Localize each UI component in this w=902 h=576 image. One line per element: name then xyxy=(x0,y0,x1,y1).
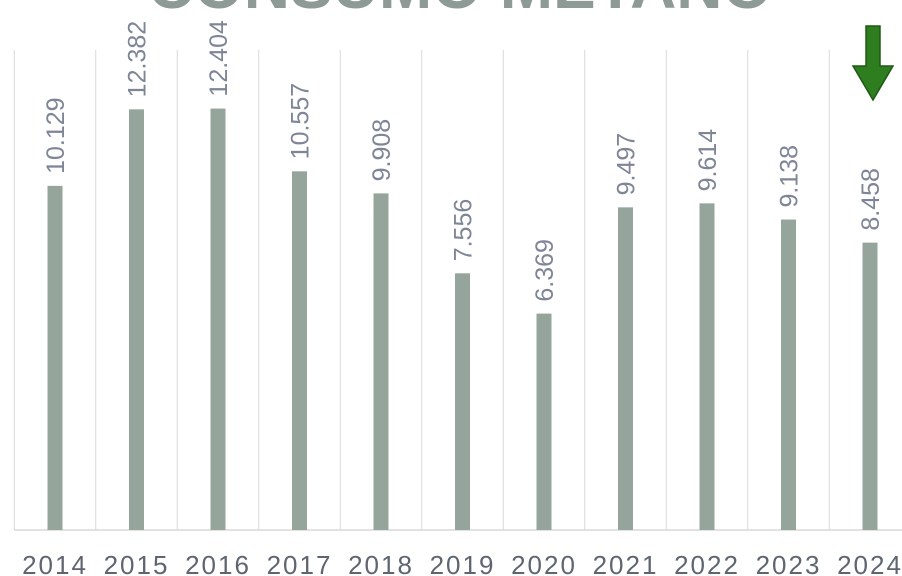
value-label: 10.129 xyxy=(42,97,70,173)
chart-title: CONSUMO METANO xyxy=(148,0,773,22)
x-tick-label: 2021 xyxy=(593,550,659,576)
value-label: 12.382 xyxy=(124,21,152,97)
value-label: 9.908 xyxy=(368,119,396,182)
x-tick-label: 2019 xyxy=(430,550,496,576)
x-tick-label: 2014 xyxy=(22,550,88,576)
bar xyxy=(536,313,552,530)
x-tick-label: 2016 xyxy=(185,550,251,576)
value-label: 6.369 xyxy=(531,239,559,302)
value-label: 12.404 xyxy=(205,20,233,97)
x-tick-label: 2020 xyxy=(511,550,577,576)
x-tick-label: 2015 xyxy=(104,550,170,576)
value-label: 10.557 xyxy=(287,83,315,159)
x-tick-label: 2024 xyxy=(837,550,902,576)
bar xyxy=(781,219,796,531)
bar xyxy=(47,185,63,530)
bar xyxy=(618,207,633,530)
value-label: 9.138 xyxy=(776,145,804,208)
bar xyxy=(373,193,389,530)
trend-arrow xyxy=(851,25,895,102)
value-label: 9.614 xyxy=(694,129,722,192)
x-tick-label: 2022 xyxy=(674,550,740,576)
bar xyxy=(862,242,878,530)
bar xyxy=(455,273,470,530)
bar xyxy=(292,171,307,530)
value-label: 8.458 xyxy=(857,168,885,231)
x-tick-label: 2018 xyxy=(348,550,414,576)
bar xyxy=(210,108,226,530)
x-tick-label: 2017 xyxy=(267,550,333,576)
value-label: 7.556 xyxy=(450,199,478,262)
x-tick-label: 2023 xyxy=(756,550,822,576)
bar xyxy=(699,203,715,530)
bar xyxy=(129,109,144,530)
value-label: 9.497 xyxy=(613,133,641,196)
